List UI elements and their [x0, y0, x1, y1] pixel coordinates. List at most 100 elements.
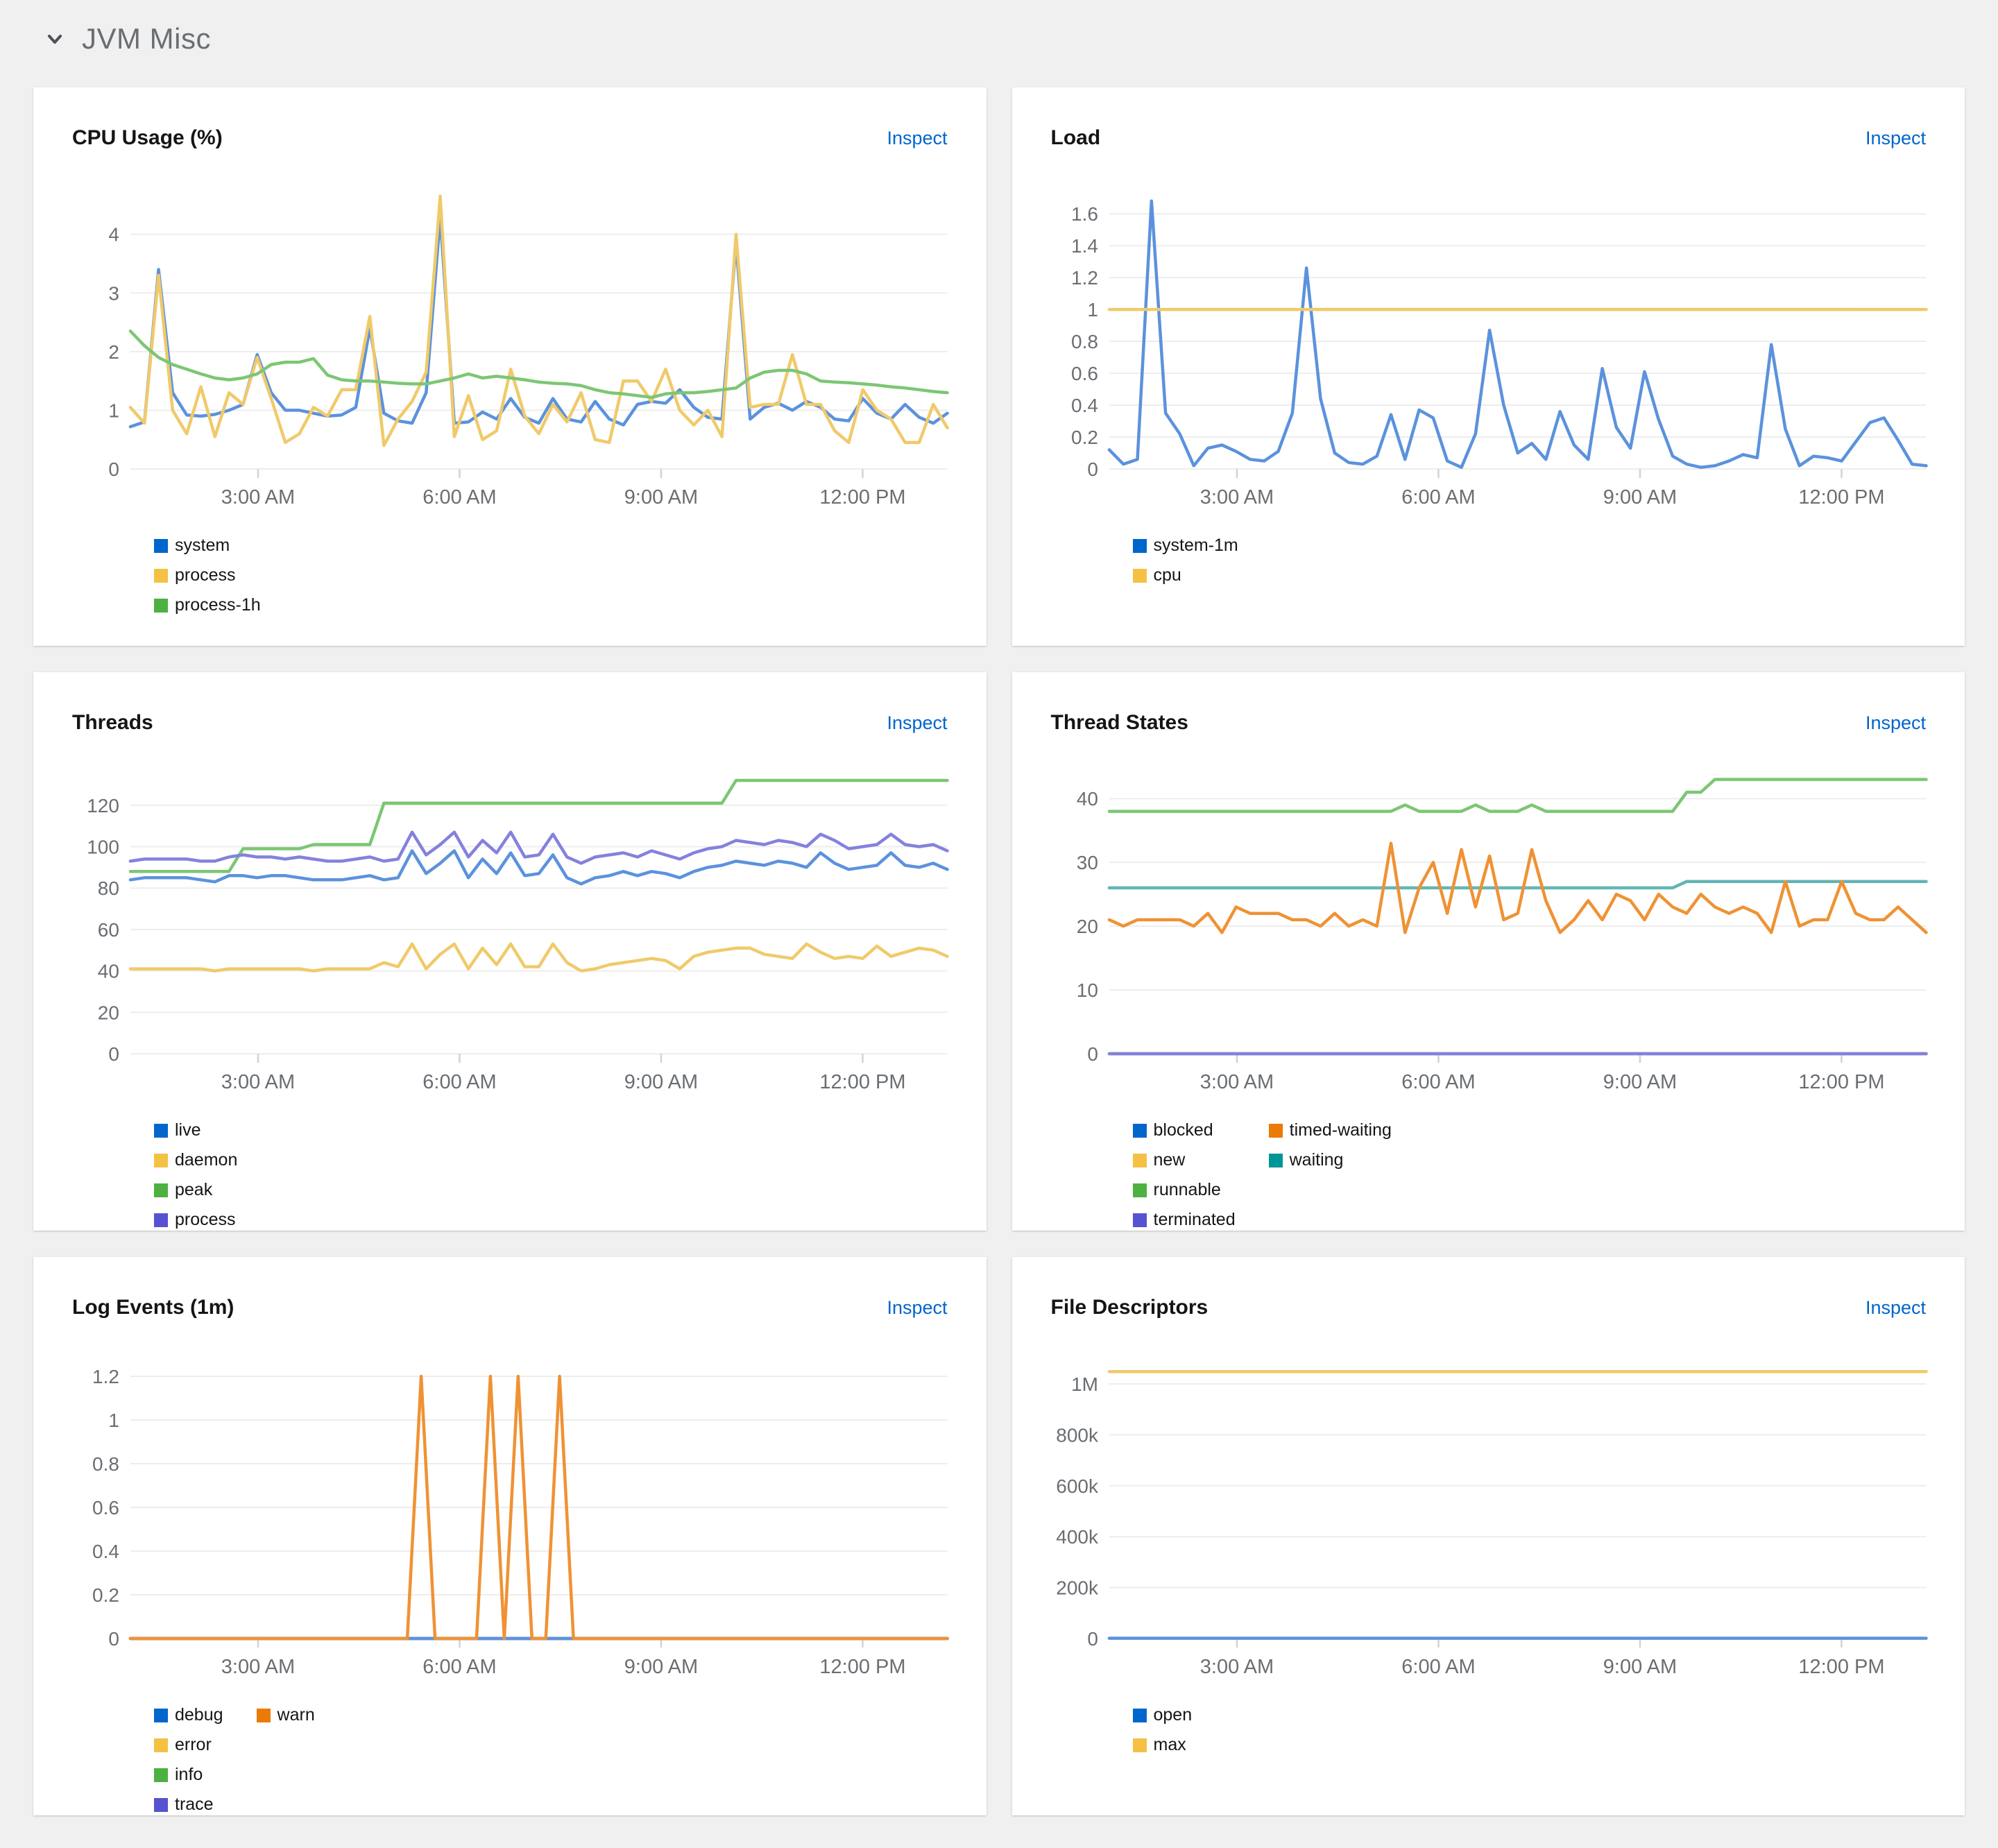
- svg-text:3:00 AM: 3:00 AM: [221, 1656, 295, 1678]
- inspect-link[interactable]: Inspect: [1865, 1297, 1926, 1318]
- svg-text:12:00 PM: 12:00 PM: [1798, 1656, 1884, 1678]
- svg-text:9:00 AM: 9:00 AM: [624, 486, 698, 508]
- chart-legend: open max: [1132, 1705, 1193, 1755]
- svg-text:1.2: 1.2: [92, 1366, 119, 1387]
- legend-item-info: info: [154, 1765, 223, 1785]
- svg-text:20: 20: [98, 1002, 119, 1023]
- legend-label: info: [175, 1765, 203, 1784]
- legend-label: runnable: [1153, 1180, 1221, 1199]
- legend-item-timed-waiting: timed-waiting: [1268, 1120, 1392, 1140]
- panel-grid: 0 1 2 3 4 3:00 AM 6:00 AM 9:00 AM 12:00 PM CPU U…: [33, 87, 1965, 1815]
- svg-text:0: 0: [1087, 1628, 1098, 1650]
- legend-label: process-1h: [175, 595, 261, 615]
- panel-cpu-usage: 0 1 2 3 4 3:00 AM 6:00 AM 9:00 AM 12:00 PM CPU U…: [33, 87, 987, 646]
- legend-label: process: [175, 565, 236, 585]
- svg-text:12:00 PM: 12:00 PM: [1798, 486, 1884, 508]
- legend-swatch-icon: [154, 1708, 168, 1722]
- legend-item-new: new: [1132, 1150, 1236, 1170]
- svg-text:20: 20: [1076, 916, 1098, 937]
- panel-thread-states: 0 10 20 30 40 3:00 AM 6:00 AM 9:00 AM 12:00 PM T…: [1011, 672, 1965, 1231]
- legend-swatch-icon: [1132, 1183, 1147, 1197]
- legend-item-waiting: waiting: [1268, 1150, 1392, 1170]
- legend-swatch-icon: [1132, 1123, 1147, 1138]
- legend-swatch-icon: [1132, 568, 1147, 583]
- svg-text:9:00 AM: 9:00 AM: [1603, 1656, 1676, 1678]
- svg-text:12:00 PM: 12:00 PM: [819, 1071, 905, 1093]
- svg-text:1.4: 1.4: [1071, 235, 1098, 257]
- legend-swatch-icon: [154, 1797, 168, 1812]
- panel-title: File Descriptors: [1050, 1296, 1209, 1319]
- svg-text:0.2: 0.2: [92, 1584, 119, 1606]
- svg-text:1.2: 1.2: [1071, 267, 1098, 289]
- chart-threads: 0 20 40 60 80 100 120 3:00 AM 6:00 AM 9:00 AM 12:0…: [87, 778, 949, 1093]
- svg-text:6:00 AM: 6:00 AM: [422, 1071, 496, 1093]
- svg-text:60: 60: [98, 919, 119, 941]
- svg-text:12:00 PM: 12:00 PM: [819, 1656, 905, 1678]
- legend-label: timed-waiting: [1289, 1120, 1392, 1140]
- legend-label: daemon: [175, 1150, 238, 1170]
- svg-text:400k: 400k: [1056, 1526, 1099, 1548]
- legend-label: debug: [175, 1705, 223, 1725]
- legend-item-system: system: [154, 536, 261, 556]
- inspect-link[interactable]: Inspect: [887, 128, 948, 148]
- legend-swatch-icon: [154, 1213, 168, 1227]
- svg-text:0.4: 0.4: [92, 1541, 119, 1562]
- legend-item-peak: peak: [154, 1180, 237, 1200]
- legend-swatch-icon: [1132, 1708, 1147, 1722]
- svg-text:6:00 AM: 6:00 AM: [422, 486, 496, 508]
- inspect-link[interactable]: Inspect: [1865, 712, 1926, 733]
- legend-item-warn: warn: [256, 1705, 315, 1725]
- svg-text:9:00 AM: 9:00 AM: [1603, 486, 1676, 508]
- chart-log-events: 0 0.2 0.4 0.6 0.8 1 1.2 3:00 AM 6:00 AM 9:00 AM 12…: [92, 1366, 949, 1678]
- legend-label: warn: [277, 1705, 315, 1725]
- panel-log-events: 0 0.2 0.4 0.6 0.8 1 1.2 3:00 AM 6:00 AM 9:00 AM 12…: [33, 1257, 987, 1815]
- svg-text:6:00 AM: 6:00 AM: [1401, 1656, 1475, 1678]
- svg-text:0: 0: [108, 459, 119, 480]
- legend-swatch-icon: [154, 1153, 168, 1167]
- legend-swatch-icon: [1268, 1123, 1283, 1138]
- inspect-link[interactable]: Inspect: [1865, 128, 1926, 148]
- svg-text:40: 40: [98, 961, 119, 982]
- legend-swatch-icon: [1132, 538, 1147, 553]
- legend-label: blocked: [1153, 1120, 1213, 1140]
- legend-label: system: [175, 536, 230, 555]
- legend-swatch-icon: [154, 1123, 168, 1138]
- chevron-down-icon[interactable]: [43, 27, 67, 51]
- legend-swatch-icon: [256, 1708, 271, 1722]
- legend-label: open: [1153, 1705, 1193, 1725]
- chart-cpu-usage: 0 1 2 3 4 3:00 AM 6:00 AM 9:00 AM 12:00 PM: [108, 194, 949, 508]
- svg-text:100: 100: [87, 836, 119, 857]
- legend-item-runnable: runnable: [1132, 1180, 1236, 1200]
- chart-thread-states: 0 10 20 30 40 3:00 AM 6:00 AM 9:00 AM 12:00 PM: [1076, 778, 1928, 1093]
- svg-text:9:00 AM: 9:00 AM: [624, 1656, 698, 1678]
- svg-text:600k: 600k: [1056, 1475, 1099, 1497]
- panel-title: Threads: [72, 711, 153, 734]
- legend-label: cpu: [1153, 565, 1181, 585]
- legend-item-process: process: [154, 565, 261, 585]
- legend-item-process-1h: process-1h: [154, 595, 261, 615]
- panel-file-descriptors: 0 200k 400k 600k 800k 1M 3:00 AM 6:00 AM 9:00 AM…: [1011, 1257, 1965, 1815]
- legend-item-blocked: blocked: [1132, 1120, 1236, 1140]
- svg-text:0: 0: [108, 1043, 119, 1065]
- legend-item-live: live: [154, 1120, 237, 1140]
- legend-label: system-1m: [1153, 536, 1238, 555]
- chart-legend: live daemon peak process: [154, 1120, 237, 1230]
- svg-text:10: 10: [1076, 979, 1098, 1001]
- legend-swatch-icon: [1132, 1738, 1147, 1752]
- legend-swatch-icon: [154, 1768, 168, 1782]
- svg-text:2: 2: [108, 341, 119, 363]
- inspect-link[interactable]: Inspect: [887, 1297, 948, 1318]
- legend-item-terminated: terminated: [1132, 1210, 1236, 1230]
- svg-text:120: 120: [87, 795, 119, 816]
- panel-threads: 0 20 40 60 80 100 120 3:00 AM 6:00 AM 9:00 AM 12:0…: [33, 672, 987, 1231]
- legend-swatch-icon: [1268, 1153, 1283, 1167]
- svg-text:0: 0: [1087, 1043, 1098, 1065]
- legend-label: error: [175, 1735, 212, 1754]
- legend-swatch-icon: [154, 1738, 168, 1752]
- svg-text:0: 0: [108, 1628, 119, 1650]
- legend-label: trace: [175, 1795, 214, 1814]
- inspect-link[interactable]: Inspect: [887, 712, 948, 733]
- svg-text:1: 1: [108, 1410, 119, 1431]
- svg-text:0.2: 0.2: [1071, 427, 1098, 448]
- chart-file-descriptors: 0 200k 400k 600k 800k 1M 3:00 AM 6:00 AM 9:00 AM…: [1056, 1369, 1928, 1678]
